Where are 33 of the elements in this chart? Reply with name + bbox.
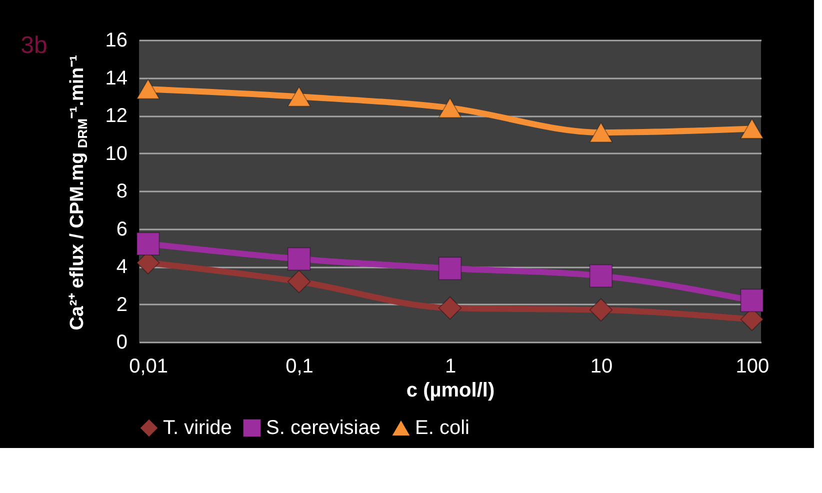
x-tick-label: 10 bbox=[590, 356, 613, 378]
legend-label: S. cerevisiae bbox=[266, 417, 380, 439]
y-tick-label: 0 bbox=[116, 332, 128, 354]
y-tick-label: 10 bbox=[105, 142, 128, 165]
point bbox=[740, 118, 764, 139]
y-tick-label: 12 bbox=[105, 105, 128, 127]
point bbox=[589, 122, 613, 143]
legend-label: T. viride bbox=[163, 417, 232, 439]
point bbox=[136, 232, 160, 256]
point bbox=[287, 86, 311, 107]
point bbox=[287, 247, 311, 271]
point bbox=[589, 298, 613, 322]
x-tick-label: 100 bbox=[736, 356, 770, 378]
x-tick-label: 0,01 bbox=[129, 356, 168, 378]
point bbox=[287, 270, 311, 294]
point bbox=[438, 296, 462, 320]
x-axis-title: c (µmol/l) bbox=[406, 380, 495, 402]
x-tick-label: 1 bbox=[444, 356, 456, 378]
point bbox=[438, 256, 462, 280]
y-tick-label: 8 bbox=[116, 180, 128, 202]
y-tick-label: 14 bbox=[105, 67, 128, 90]
y-tick-label: 6 bbox=[116, 218, 128, 240]
point bbox=[136, 78, 160, 100]
y-tick-label: 2 bbox=[116, 294, 128, 316]
legend-label: E. coli bbox=[415, 417, 470, 439]
text: 3b bbox=[20, 32, 48, 59]
point bbox=[740, 288, 764, 312]
y-axis-title: Ca²⁺ eflux / CPM.mgDRM⁻¹.min⁻¹ bbox=[67, 54, 90, 330]
point bbox=[438, 98, 462, 118]
y-tick-label: 16 bbox=[105, 30, 128, 52]
point bbox=[589, 264, 613, 288]
x-tick-label: 0,1 bbox=[286, 356, 314, 378]
y-tick-label: 4 bbox=[116, 256, 128, 278]
